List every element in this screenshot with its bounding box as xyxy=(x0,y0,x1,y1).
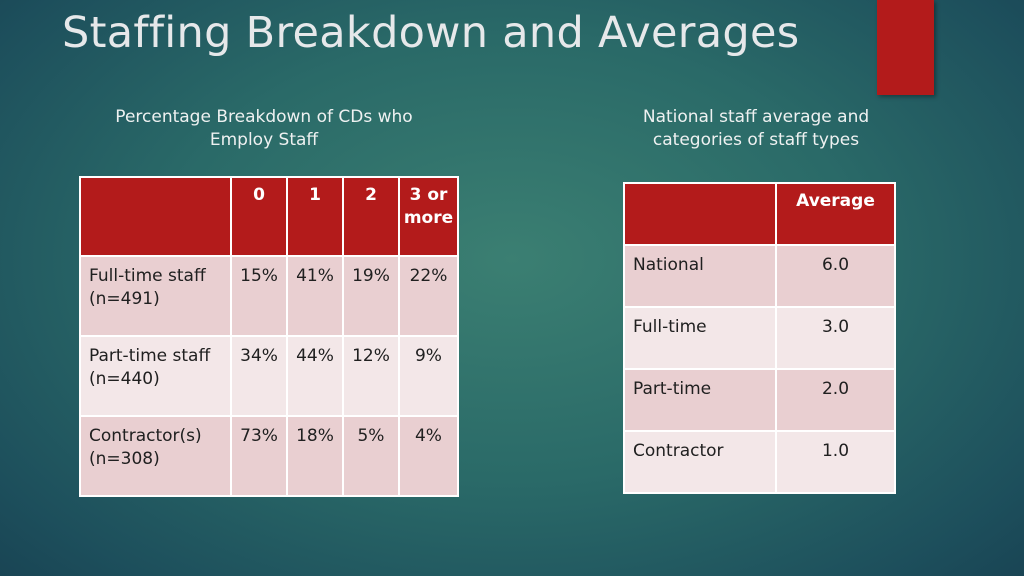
row-label: Full-time xyxy=(623,306,777,370)
header-cell-empty xyxy=(78,176,233,257)
table-cell: 44% xyxy=(286,335,344,417)
table-cell: 12% xyxy=(342,335,400,417)
table-cell: 41% xyxy=(286,255,344,337)
table-row: National 6.0 xyxy=(623,244,896,308)
header-cell-2: 2 xyxy=(342,176,400,257)
table-cell: 19% xyxy=(342,255,400,337)
left-caption-line-2: Employ Staff xyxy=(209,130,319,150)
staff-breakdown-table: 0 1 2 3 or more Full-time staff (n=491) … xyxy=(78,176,460,497)
table-header-row: 0 1 2 3 or more xyxy=(78,176,460,257)
table-row: Full-time staff (n=491) 15% 41% 19% 22% xyxy=(78,255,460,337)
right-table-caption: National staff average and categories of… xyxy=(600,106,912,152)
table-cell: 22% xyxy=(397,255,460,337)
table-cell: 1.0 xyxy=(775,430,896,494)
table-cell: 6.0 xyxy=(775,244,896,308)
table-row: Full-time 3.0 xyxy=(623,306,896,370)
right-caption-line-1: National staff average and xyxy=(642,107,870,127)
slide-title: Staffing Breakdown and Averages xyxy=(62,8,800,58)
row-label: National xyxy=(623,244,777,308)
row-label: Contractor xyxy=(623,430,777,494)
left-caption-line-1: Percentage Breakdown of CDs who xyxy=(115,107,413,127)
staff-average-table: Average National 6.0 Full-time 3.0 Part-… xyxy=(623,182,896,494)
header-cell-1: 1 xyxy=(286,176,344,257)
table-cell: 4% xyxy=(397,415,460,497)
header-cell-3-or-more: 3 or more xyxy=(397,176,460,257)
header-cell-0: 0 xyxy=(230,176,289,257)
row-label: Part-time staff (n=440) xyxy=(78,335,233,417)
left-table-caption: Percentage Breakdown of CDs who Employ S… xyxy=(84,106,444,152)
header-cell-empty xyxy=(623,182,777,246)
table-row: Contractor(s) (n=308) 73% 18% 5% 4% xyxy=(78,415,460,497)
table-row: Part-time 2.0 xyxy=(623,368,896,432)
row-label: Part-time xyxy=(623,368,777,432)
table-cell: 3.0 xyxy=(775,306,896,370)
table-header-row: Average xyxy=(623,182,896,246)
table-cell: 5% xyxy=(342,415,400,497)
table-cell: 73% xyxy=(230,415,289,497)
table-cell: 15% xyxy=(230,255,289,337)
header-cell-average: Average xyxy=(775,182,896,246)
right-caption-line-2: categories of staff types xyxy=(652,130,860,150)
row-label: Full-time staff (n=491) xyxy=(78,255,233,337)
table-row: Contractor 1.0 xyxy=(623,430,896,494)
table-cell: 2.0 xyxy=(775,368,896,432)
table-cell: 34% xyxy=(230,335,289,417)
red-accent-bar xyxy=(877,0,934,95)
row-label: Contractor(s) (n=308) xyxy=(78,415,233,497)
table-cell: 9% xyxy=(397,335,460,417)
table-row: Part-time staff (n=440) 34% 44% 12% 9% xyxy=(78,335,460,417)
table-cell: 18% xyxy=(286,415,344,497)
